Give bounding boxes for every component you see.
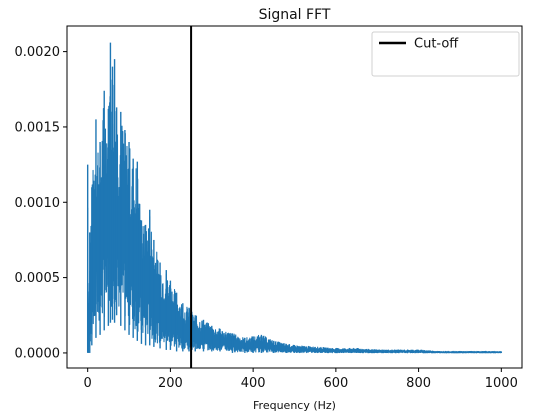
x-tick-label: 200 [158,376,183,391]
legend-box [371,31,520,77]
plot-frame [66,25,523,369]
y-tick-label: 0.0000 [15,346,61,361]
y-tick-label: 0.0015 [15,120,61,135]
x-axis: 0 200 400 600 800 1000 [84,368,518,391]
x-axis-label: Frequency (Hz) [253,399,336,412]
legend: Cut-off [371,31,520,77]
series-layer [86,42,503,354]
x-tick-label: 400 [241,376,266,391]
y-axis: 0.0000 0.0005 0.0010 0.0015 0.0020 [15,45,67,361]
chart-title: Signal FFT [259,7,331,23]
x-tick-label: 1000 [485,376,518,391]
y-tick-label: 0.0020 [15,45,61,60]
y-tick-label: 0.0010 [15,196,61,211]
legend-label-cutoff: Cut-off [414,37,459,52]
x-tick-label: 800 [406,376,431,391]
y-tick-label: 0.0005 [15,271,61,286]
x-tick-label: 0 [84,376,92,391]
x-tick-label: 600 [323,376,348,391]
